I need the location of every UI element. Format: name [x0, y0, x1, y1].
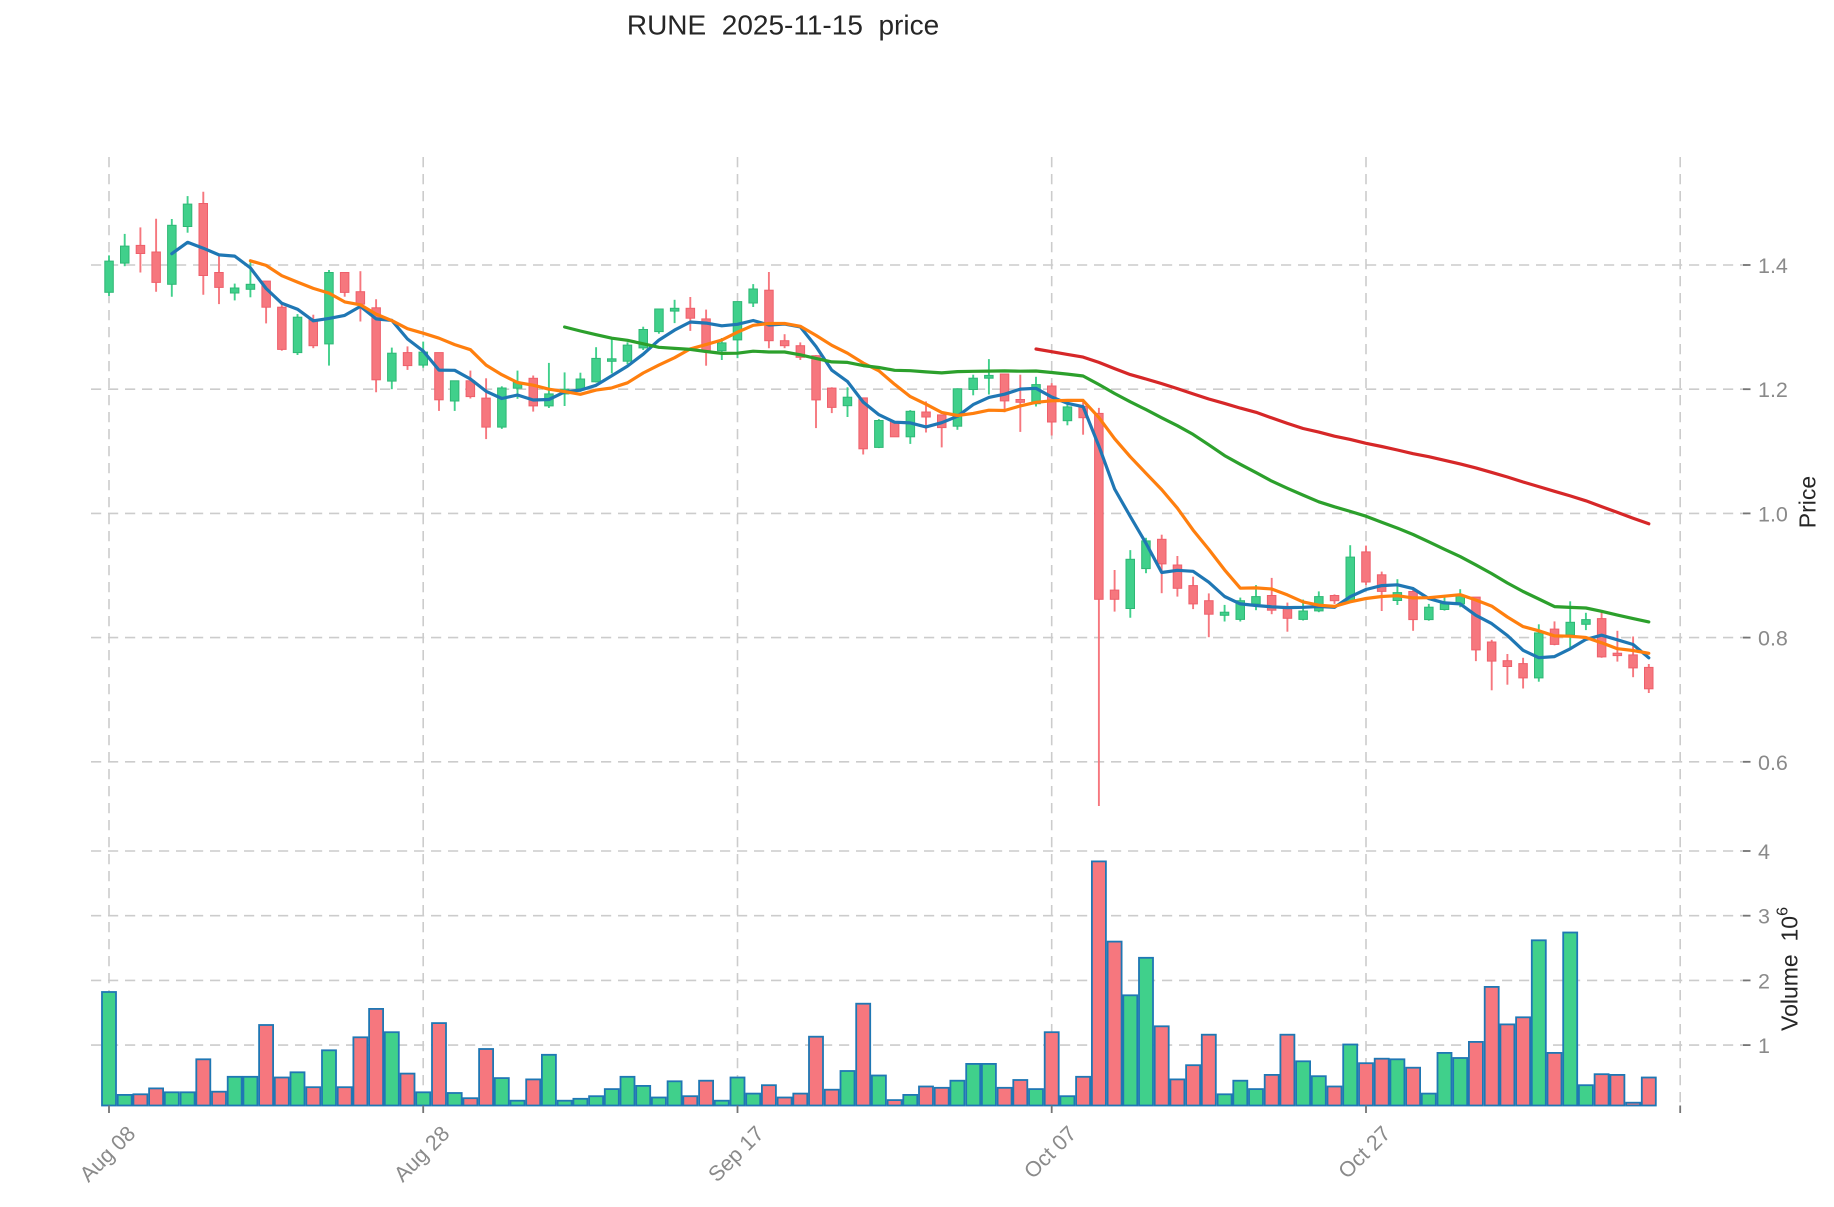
svg-text:1.4: 1.4 — [1758, 254, 1788, 278]
svg-text:4: 4 — [1758, 840, 1770, 864]
svg-text:1.0: 1.0 — [1758, 502, 1788, 526]
svg-text:0.6: 0.6 — [1758, 751, 1788, 775]
svg-text:RUNE 2025-11-15 price: RUNE 2025-11-15 price — [627, 10, 939, 41]
svg-text:1.2: 1.2 — [1758, 378, 1788, 402]
svg-text:Volume 106: Volume 106 — [1775, 907, 1803, 1031]
svg-text:Price: Price — [1795, 476, 1821, 528]
svg-text:2: 2 — [1758, 969, 1770, 993]
svg-text:0.8: 0.8 — [1758, 627, 1788, 651]
svg-text:1: 1 — [1758, 1034, 1770, 1058]
svg-text:3: 3 — [1758, 905, 1770, 929]
